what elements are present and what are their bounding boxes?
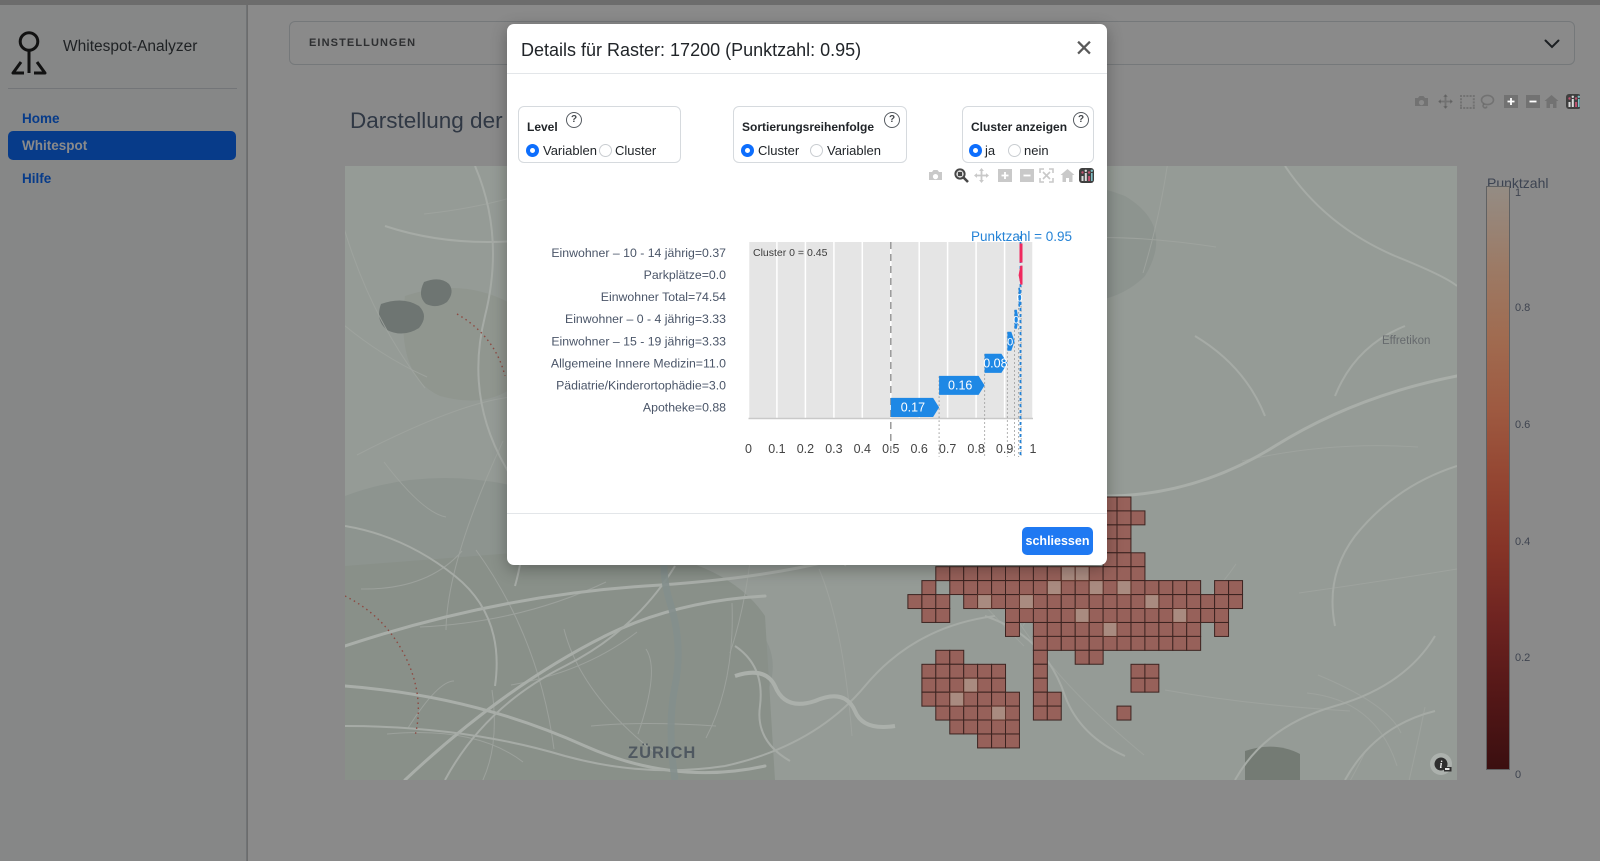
svg-text:0.8: 0.8 (967, 442, 984, 456)
svg-text:Einwohner – 0 - 4 jährig=3.33: Einwohner – 0 - 4 jährig=3.33 (565, 312, 726, 326)
svg-text:Einwohner – 10 - 14 jährig=0.3: Einwohner – 10 - 14 jährig=0.37 (551, 246, 726, 260)
svg-text:0.16: 0.16 (948, 379, 972, 393)
svg-text:0.1: 0.1 (768, 442, 785, 456)
svg-text:1: 1 (1030, 442, 1037, 456)
svg-text:0.5: 0.5 (882, 442, 899, 456)
svg-text:0.9: 0.9 (996, 442, 1013, 456)
svg-text:Pädiatrie/Kinderortophädie=3.0: Pädiatrie/Kinderortophädie=3.0 (556, 378, 726, 392)
svg-text:Parkplätze=0.0: Parkplätze=0.0 (644, 268, 727, 282)
svg-text:Punktzahl = 0.95: Punktzahl = 0.95 (971, 229, 1072, 244)
svg-text:0: 0 (1013, 314, 1019, 326)
svg-text:Cluster 0 = 0.45: Cluster 0 = 0.45 (753, 247, 828, 259)
svg-text:0.4: 0.4 (854, 442, 871, 456)
svg-text:i: i (1440, 760, 1443, 771)
svg-text:Einwohner – 15 - 19 jährig=3.3: Einwohner – 15 - 19 jährig=3.33 (551, 334, 726, 348)
svg-text:0: 0 (1016, 292, 1022, 304)
svg-text:0.2: 0.2 (797, 442, 814, 456)
svg-text:ZÜRICH: ZÜRICH (628, 743, 696, 762)
svg-text:Allgemeine Innere Medizin=11.0: Allgemeine Innere Medizin=11.0 (551, 356, 726, 370)
svg-text:0.6: 0.6 (911, 442, 928, 456)
svg-text:Apotheke=0.88: Apotheke=0.88 (643, 400, 726, 414)
svg-text:0.08: 0.08 (983, 357, 1007, 371)
svg-text:0.17: 0.17 (901, 401, 925, 415)
svg-text:0.7: 0.7 (939, 442, 956, 456)
svg-text:Effretikon: Effretikon (1382, 335, 1430, 347)
svg-text:0.3: 0.3 (825, 442, 842, 456)
svg-text:0: 0 (1007, 337, 1013, 349)
svg-text:0: 0 (745, 442, 752, 456)
svg-text:Einwohner Total=74.54: Einwohner Total=74.54 (601, 290, 726, 304)
